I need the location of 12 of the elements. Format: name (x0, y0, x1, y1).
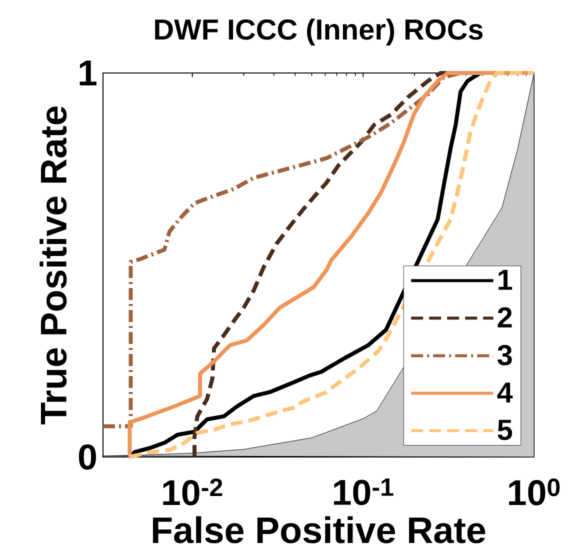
legend-label: 4 (497, 382, 513, 402)
legend-label: 5 (498, 420, 512, 440)
y-tick-label: 0 (78, 444, 96, 470)
x-tick-label: 10$^{-2}$ (163, 478, 222, 506)
legend-label: 1 (498, 270, 512, 290)
chart-title: DWF ICCC (Inner) ROCs (155, 18, 483, 46)
x-tick-label: 10$^{0}$ (509, 478, 560, 506)
legend-label: 3 (497, 344, 512, 366)
legend-label: 2 (498, 307, 512, 328)
y-axis-title: True Positive Rate (40, 106, 67, 424)
x-tick-label: 10$^{-1}$ (334, 478, 394, 506)
x-axis-title: False Positive Rate (152, 516, 486, 544)
